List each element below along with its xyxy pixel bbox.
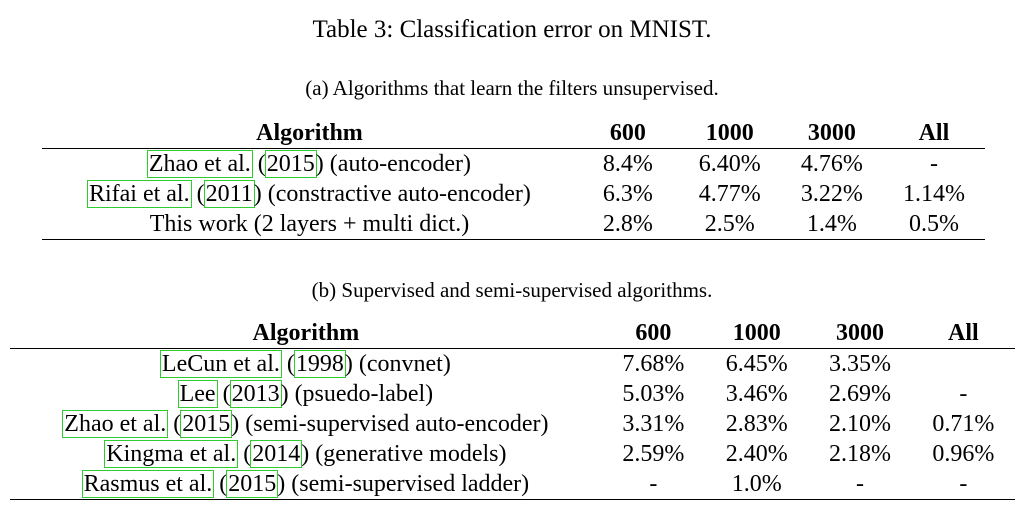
algorithm-cell: Zhao et al. (2015) (semi-supervised auto… <box>62 410 549 438</box>
cell-all: 1.14% <box>902 181 965 207</box>
cell-3000: 4.76% <box>800 151 863 177</box>
citation-link-year[interactable]: 1998 <box>293 350 346 378</box>
subtable-b-caption: (b) Supervised and semi-supervised algor… <box>311 278 713 302</box>
citation-link-author[interactable]: LeCun et al. <box>159 350 282 378</box>
cell-all: 0.96% <box>932 441 995 467</box>
citation-link-author[interactable]: Kingma et al. <box>104 440 239 468</box>
cell-all: - <box>959 381 968 407</box>
header-algorithm: Algorithm <box>252 320 360 346</box>
cell-600: 8.4% <box>602 151 653 177</box>
cell-1000: 6.40% <box>698 151 761 177</box>
cell-600: 2.8% <box>602 211 653 237</box>
cell-1000: 2.5% <box>704 211 755 237</box>
table-row: Zhao et al. (2015) (auto-encoder) 8.4% 6… <box>42 149 985 180</box>
cell-1000: 4.77% <box>698 181 761 207</box>
algorithm-cell: Lee (2013) (psuedo-label) <box>177 380 434 408</box>
citation-link-year[interactable]: 2013 <box>229 380 282 408</box>
table-row: LeCun et al. (1998) (convnet) 7.68% 6.45… <box>10 349 1015 380</box>
cell-1000: 2.40% <box>725 441 788 467</box>
algorithm-desc: (psuedo-label) <box>294 381 434 407</box>
cell-3000: - <box>856 471 864 497</box>
header-row: Algorithm 600 1000 3000 All <box>42 118 985 149</box>
citation-link-year[interactable]: 2015 <box>264 150 317 178</box>
algorithm-desc: (constractive auto-encoder) <box>267 181 531 207</box>
cell-1000: 3.46% <box>725 381 788 407</box>
header-600: 600 <box>635 320 672 346</box>
cell-600: - <box>649 471 658 497</box>
results-table-supervised: Algorithm 600 1000 3000 All LeCun et al.… <box>10 318 1015 500</box>
table-row: Rifai et al. (2011) (constractive auto-e… <box>42 179 985 209</box>
cell-1000: 2.83% <box>725 411 788 437</box>
header-600: 600 <box>609 120 646 146</box>
algorithm-cell: Rasmus et al. (2015) (semi-supervised la… <box>81 470 530 498</box>
table-row: Zhao et al. (2015) (semi-supervised auto… <box>10 409 1015 439</box>
algorithm-desc: (convnet) <box>358 351 451 377</box>
citation-link-year[interactable]: 2014 <box>250 440 303 468</box>
table-row: Kingma et al. (2014) (generative models)… <box>10 439 1015 469</box>
algorithm-cell: This work (2 layers + multi dict.) <box>149 211 470 237</box>
citation-link-year[interactable]: 2011 <box>203 180 255 208</box>
algorithm-desc: (generative models) <box>315 441 507 467</box>
header-all: All <box>918 120 950 146</box>
algorithm-desc: (auto-encoder) <box>329 151 472 177</box>
cell-3000: 3.22% <box>800 181 863 207</box>
citation-link-author[interactable]: Zhao et al. <box>62 410 169 438</box>
citation-link-year[interactable]: 2015 <box>180 410 233 438</box>
cell-all: 0.5% <box>908 211 959 237</box>
cell-600: 3.31% <box>622 411 685 437</box>
cell-3000: 1.4% <box>806 211 857 237</box>
cell-600: 7.68% <box>622 351 685 377</box>
cell-3000: 2.10% <box>829 411 891 437</box>
subtable-a-caption: (a) Algorithms that learn the filters un… <box>305 76 719 100</box>
algorithm-cell: LeCun et al. (1998) (convnet) <box>159 350 451 378</box>
citation-link-author[interactable]: Zhao et al. <box>146 150 253 178</box>
header-1000: 1000 <box>732 320 781 346</box>
cell-all: 0.71% <box>932 411 995 437</box>
algorithm-desc: (semi-supervised ladder) <box>291 471 530 497</box>
cell-1000: 1.0% <box>731 471 782 497</box>
cell-600: 5.03% <box>622 381 685 407</box>
header-algorithm: Algorithm <box>256 120 363 146</box>
citation-link-year[interactable]: 2015 <box>226 470 279 498</box>
citation-link-author[interactable]: Lee <box>177 380 218 408</box>
table-row: Rasmus et al. (2015) (semi-supervised la… <box>10 469 1015 500</box>
algorithm-cell: Rifai et al. (2011) (constractive auto-e… <box>86 180 531 208</box>
cell-600: 2.59% <box>622 441 685 467</box>
header-row: Algorithm 600 1000 3000 All <box>10 318 1015 349</box>
table-row: Lee (2013) (psuedo-label) 5.03% 3.46% 2.… <box>10 379 1015 409</box>
cell-3000: 2.18% <box>829 441 891 467</box>
header-3000: 3000 <box>807 120 856 146</box>
results-table-unsupervised: Algorithm 600 1000 3000 All Zhao et al. … <box>42 118 985 240</box>
algorithm-cell: Zhao et al. (2015) (auto-encoder) <box>146 150 472 178</box>
citation-link-author[interactable]: Rasmus et al. <box>81 470 215 498</box>
cell-all <box>912 349 1015 380</box>
cell-3000: 2.69% <box>829 381 891 407</box>
cell-all: - <box>929 151 938 177</box>
cell-3000: 3.35% <box>829 351 891 377</box>
cell-1000: 6.45% <box>725 351 788 377</box>
table-row-this-work: This work (2 layers + multi dict.) 2.8% … <box>42 209 985 240</box>
header-1000: 1000 <box>705 120 754 146</box>
algorithm-desc: (semi-supervised auto-encoder) <box>245 411 549 437</box>
cell-600: 6.3% <box>602 181 653 207</box>
citation-link-author[interactable]: Rifai et al. <box>86 180 192 208</box>
header-all: All <box>947 320 979 346</box>
header-3000: 3000 <box>836 320 884 346</box>
algorithm-cell: Kingma et al. (2014) (generative models) <box>104 440 507 468</box>
cell-all: - <box>959 471 968 497</box>
table-caption: Table 3: Classification error on MNIST. <box>312 16 712 43</box>
